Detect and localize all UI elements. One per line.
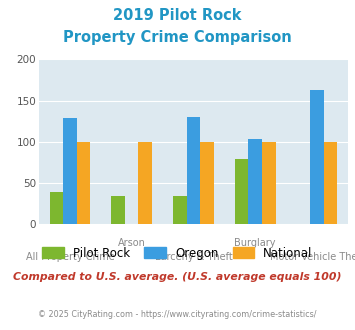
Bar xyxy=(138,142,152,224)
Bar xyxy=(111,195,125,224)
Bar xyxy=(77,142,90,224)
Text: Compared to U.S. average. (U.S. average equals 100): Compared to U.S. average. (U.S. average … xyxy=(13,272,342,282)
Text: Larceny & Theft: Larceny & Theft xyxy=(154,252,233,262)
Text: © 2025 CityRating.com - https://www.cityrating.com/crime-statistics/: © 2025 CityRating.com - https://www.city… xyxy=(38,310,317,319)
Bar xyxy=(200,142,214,224)
Bar xyxy=(50,192,63,224)
Bar xyxy=(187,117,200,224)
Bar xyxy=(235,159,248,224)
Text: 2019 Pilot Rock: 2019 Pilot Rock xyxy=(113,8,242,23)
Bar xyxy=(324,142,337,224)
Bar xyxy=(63,118,77,224)
Bar xyxy=(262,142,275,224)
Legend: Pilot Rock, Oregon, National: Pilot Rock, Oregon, National xyxy=(38,242,317,264)
Bar xyxy=(310,90,324,224)
Text: Burglary: Burglary xyxy=(235,238,276,248)
Bar xyxy=(173,195,187,224)
Bar xyxy=(248,139,262,224)
Text: Property Crime Comparison: Property Crime Comparison xyxy=(63,30,292,45)
Text: All Property Crime: All Property Crime xyxy=(26,252,114,262)
Text: Arson: Arson xyxy=(118,238,146,248)
Text: Motor Vehicle Theft: Motor Vehicle Theft xyxy=(270,252,355,262)
